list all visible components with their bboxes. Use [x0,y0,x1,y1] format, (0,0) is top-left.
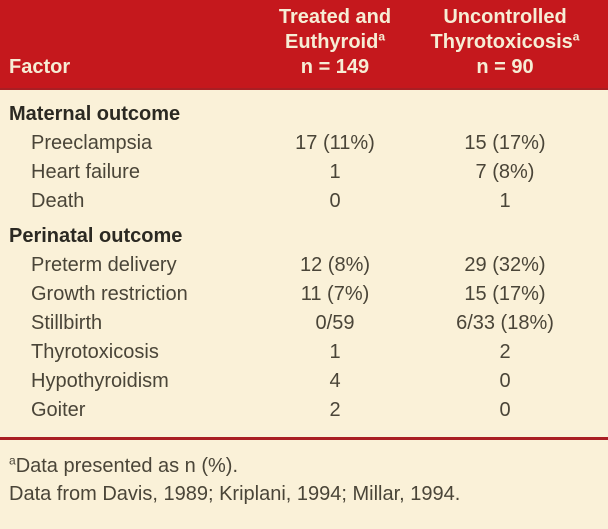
column-header-uncontrolled: Uncontrolled Thyrotoxicosisa n = 90 [415,5,595,80]
column-header-treated-line1: Treated and [278,6,392,28]
factor-cell: Thyrotoxicosis [31,341,159,363]
treated-cell: 12 (8%) [299,254,371,276]
footnote-definition: aData presented as n (%). [9,453,239,477]
factor-cell: Death [31,190,85,212]
factor-cell: Hypothyroidism [31,370,169,392]
column-header-treated: Treated and Euthyroida n = 149 [255,5,415,80]
data-source-line: Data from Davis, 1989; Kriplani, 1994; M… [9,483,461,505]
column-header-treated-line2: Euthyroida [284,29,386,53]
section-header-maternal: Maternal outcome [9,103,181,125]
table-footnotes: aData presented as n (%). Data from Davi… [0,440,608,508]
footnote-marker: a [378,29,386,44]
footnote-marker: a [572,29,580,44]
factor-cell: Goiter [31,399,86,421]
table-row: Death 0 1 [0,187,608,216]
column-header-factor: Factor [9,56,71,78]
factor-cell: Preeclampsia [31,132,153,154]
table-body: Maternal outcome Preeclampsia 17 (11%) 1… [0,90,608,425]
treated-cell: 0 [329,190,341,212]
footnote-marker: a [9,453,16,468]
factor-cell: Preterm delivery [31,254,177,276]
table-row: Stillbirth 0/59 6/33 (18%) [0,309,608,338]
column-header-uncontrolled-n: n = 90 [476,56,534,78]
uncontrolled-cell: 29 (32%) [464,254,546,276]
table-row: Preterm delivery 12 (8%) 29 (32%) [0,251,608,280]
table-header-row: Factor Treated and Euthyroida n = 149 Un… [0,0,608,90]
uncontrolled-cell: 0 [499,370,511,392]
factor-cell: Stillbirth [31,312,103,334]
uncontrolled-cell: 7 (8%) [475,161,535,183]
uncontrolled-cell: 15 (17%) [464,283,546,305]
treated-cell: 1 [329,341,341,363]
factor-cell: Heart failure [31,161,140,183]
column-header-treated-n: n = 149 [300,56,370,78]
table-row: Growth restriction 11 (7%) 15 (17%) [0,280,608,309]
section-header-perinatal: Perinatal outcome [9,225,183,247]
factor-cell: Growth restriction [31,283,188,305]
table-row: Preeclampsia 17 (11%) 15 (17%) [0,129,608,158]
table-row: Hypothyroidism 4 0 [0,367,608,396]
table-row: Heart failure 1 7 (8%) [0,158,608,187]
treated-cell: 1 [329,161,341,183]
treated-cell: 11 (7%) [300,283,370,305]
treated-cell: 0/59 [315,312,355,334]
treated-cell: 4 [329,370,341,392]
treated-cell: 17 (11%) [295,132,375,154]
table-row: Goiter 2 0 [0,396,608,425]
treated-cell: 2 [329,399,341,421]
uncontrolled-cell: 1 [499,190,511,212]
column-header-uncontrolled-line2: Thyrotoxicosisa [430,29,580,53]
uncontrolled-cell: 15 (17%) [464,132,546,154]
column-header-uncontrolled-line1: Uncontrolled [443,6,567,28]
table-row: Thyrotoxicosis 1 2 [0,338,608,367]
uncontrolled-cell: 0 [499,399,511,421]
footer-divider [0,437,608,440]
uncontrolled-cell: 2 [499,341,511,363]
uncontrolled-cell: 6/33 (18%) [456,312,554,334]
